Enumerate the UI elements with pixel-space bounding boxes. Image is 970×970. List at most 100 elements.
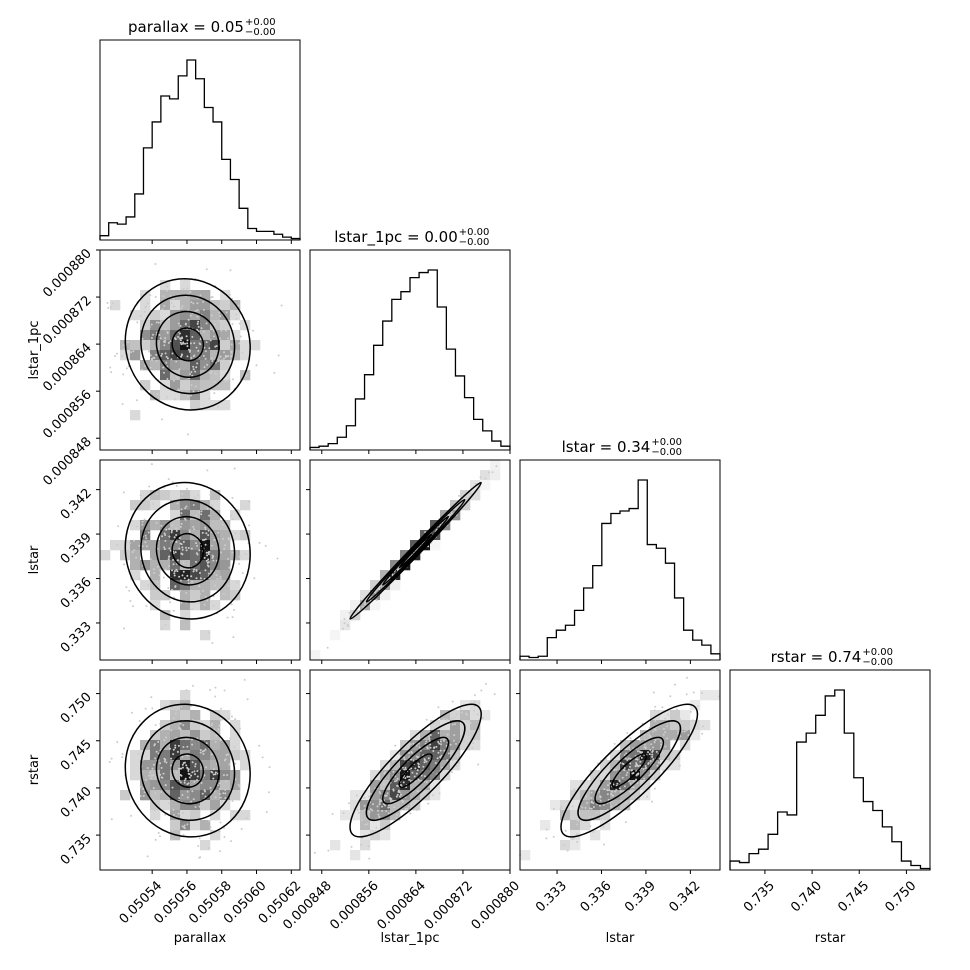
sample-point: [252, 329, 255, 332]
density-cell: [380, 820, 391, 831]
sample-point: [190, 738, 193, 741]
sample-point: [151, 767, 154, 770]
density-cell: [170, 310, 181, 321]
density-cell: [650, 750, 661, 761]
sample-point: [457, 753, 460, 756]
sample-point: [201, 792, 204, 795]
sample-point: [387, 812, 390, 815]
sample-point: [175, 484, 178, 487]
density-cell: [600, 810, 611, 821]
density-cell: [180, 770, 191, 781]
sample-point: [632, 786, 635, 789]
sample-point: [125, 367, 128, 370]
density-cell: [560, 800, 571, 811]
sample-point: [236, 598, 239, 601]
density-cell: [350, 610, 361, 621]
density-cell: [160, 760, 171, 771]
sample-point: [209, 826, 212, 829]
density-cell: [140, 500, 151, 511]
sample-point: [671, 711, 674, 714]
sample-point: [144, 707, 147, 710]
sample-point: [395, 779, 398, 782]
sample-point: [153, 809, 156, 812]
sample-point: [423, 759, 426, 762]
sample-point: [116, 352, 119, 355]
density-cell: [180, 800, 191, 811]
sample-point: [607, 784, 610, 787]
sample-point: [223, 351, 226, 354]
density-cell: [180, 600, 191, 611]
sample-point: [196, 553, 199, 556]
sample-point: [425, 760, 428, 763]
sample-point: [175, 540, 178, 543]
sample-point: [449, 514, 452, 517]
density-cell: [160, 540, 171, 551]
sample-point: [176, 750, 179, 753]
sample-point: [159, 835, 162, 838]
sample-point: [432, 722, 435, 725]
sample-point: [680, 722, 683, 725]
sample-point: [234, 532, 237, 535]
density-cell: [240, 750, 251, 761]
sample-point: [217, 305, 220, 308]
density-cell: [640, 790, 651, 801]
panel-lstar-vs-rstar: [519, 676, 721, 861]
sample-point: [398, 791, 401, 794]
sample-point: [586, 801, 589, 804]
density-cell: [230, 350, 241, 361]
sample-point: [399, 755, 402, 758]
sample-point: [372, 803, 375, 806]
sample-point: [420, 779, 423, 782]
sample-point: [467, 734, 470, 737]
sample-point: [402, 781, 405, 784]
sample-point: [183, 698, 186, 701]
sample-point: [167, 587, 170, 590]
sample-point: [160, 352, 163, 355]
sample-point: [438, 742, 441, 745]
density-cell: [380, 810, 391, 821]
density-cell: [170, 750, 181, 761]
sample-point: [179, 722, 182, 725]
sample-point: [378, 790, 381, 793]
density-cell: [490, 460, 501, 471]
density-cell: [150, 810, 161, 821]
panel-frame: [99, 39, 301, 241]
sample-point: [141, 337, 144, 340]
sample-point: [135, 399, 138, 402]
sample-point: [158, 569, 161, 572]
sample-point: [194, 765, 197, 768]
sample-point: [239, 335, 242, 338]
sample-point: [210, 314, 213, 317]
sample-point: [154, 296, 157, 299]
sample-point: [133, 549, 136, 552]
density-cell: [160, 330, 171, 341]
density-cell: [350, 810, 361, 821]
sample-point: [652, 730, 655, 733]
histogram-rstar: [729, 689, 931, 870]
sample-point: [159, 337, 162, 340]
sample-point: [168, 527, 171, 530]
sample-point: [417, 778, 420, 781]
sample-point: [195, 779, 198, 782]
density-cell: [150, 560, 161, 571]
sample-point: [450, 512, 453, 515]
density-cell: [630, 760, 641, 771]
sample-point: [198, 585, 201, 588]
sample-point: [626, 731, 629, 734]
sample-point: [155, 321, 158, 324]
sample-point: [187, 770, 190, 773]
sample-point: [595, 770, 598, 773]
sample-point: [433, 746, 436, 749]
sample-point: [197, 844, 200, 847]
sample-point: [130, 351, 133, 354]
sample-point: [342, 811, 345, 814]
sample-point: [371, 809, 374, 812]
sample-point: [375, 826, 378, 829]
density-cell: [190, 310, 201, 321]
sample-point: [427, 802, 430, 805]
sample-point: [222, 774, 225, 777]
contour-level-1: [171, 327, 205, 362]
sample-point: [217, 531, 220, 534]
sample-point: [166, 377, 169, 380]
sample-point: [385, 810, 388, 813]
